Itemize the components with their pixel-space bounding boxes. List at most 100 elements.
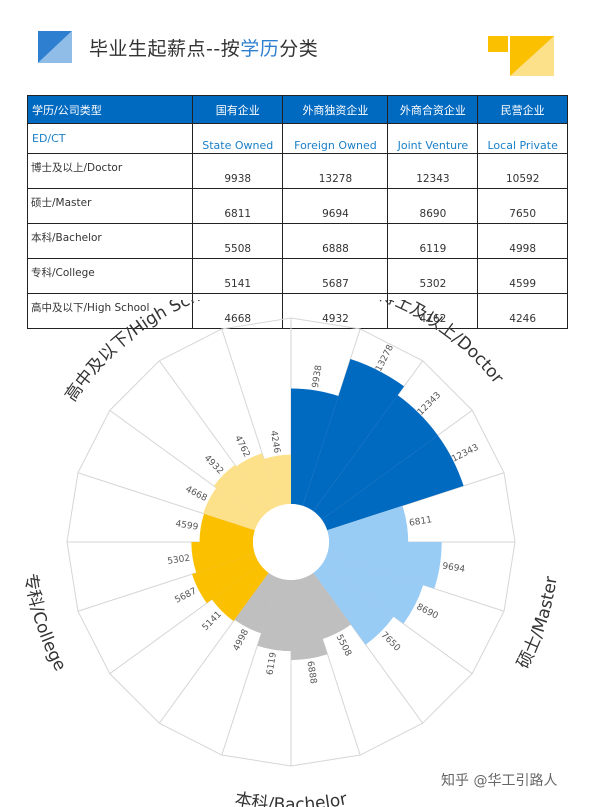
title-highlight: 学历 xyxy=(240,38,280,60)
table-row: 本科/Bachelor 5508 6888 6119 4998 xyxy=(27,223,568,259)
data-label: 4998 xyxy=(232,628,251,653)
grid-spoke xyxy=(312,572,424,724)
table-cell: 6119 xyxy=(387,223,479,259)
data-label: 5508 xyxy=(334,633,353,658)
title-prefix: 毕业生起薪点--按 xyxy=(89,38,241,60)
chart-bar xyxy=(291,578,328,661)
group-label: 硕士/Master xyxy=(513,575,561,672)
table-cell: 4998 xyxy=(477,223,568,259)
table-cell: 6888 xyxy=(282,223,389,259)
chart-bar xyxy=(302,359,405,512)
group-label-text: 博士及以上/Doctor xyxy=(376,300,507,388)
blue-square-logo xyxy=(38,31,72,63)
group-label-text: 本科/Bachelor xyxy=(233,789,349,807)
chart-bar xyxy=(236,453,280,512)
table-cell: 4932 xyxy=(282,293,389,329)
row-label: 硕士/Master xyxy=(27,188,193,224)
chart-bar xyxy=(321,435,464,531)
column-header-cn: 外商独资企业 xyxy=(282,95,389,124)
table-cell: 8690 xyxy=(387,188,479,224)
data-label: 12343 xyxy=(416,390,443,417)
group-label-text: 专科/College xyxy=(20,572,70,674)
data-label: 4668 xyxy=(184,485,209,504)
table-cell: 4762 xyxy=(387,293,479,329)
data-label: 6119 xyxy=(266,651,280,675)
row-label: 博士及以上/Doctor xyxy=(27,153,193,189)
table-header-row: 学历/公司类型 国有企业 外商独资企业 外商合资企业 民营企业 xyxy=(27,95,568,124)
chart-bar xyxy=(302,572,351,640)
table-cell: 4599 xyxy=(477,258,568,294)
data-label: 6811 xyxy=(409,515,433,528)
table-row: 高中及以下/High School 4668 4932 4762 4246 xyxy=(27,293,568,329)
table-cell: 5508 xyxy=(191,223,284,259)
data-label: 9938 xyxy=(311,364,325,388)
column-header-en: Joint Venture xyxy=(387,123,479,154)
table-cell: 9694 xyxy=(282,188,389,224)
chart-bar xyxy=(191,553,261,604)
group-label: 博士及以上/Doctor xyxy=(376,300,507,388)
data-label: 4599 xyxy=(175,519,199,533)
table-cell: 9938 xyxy=(191,153,284,189)
group-label: 高中及以下/High School xyxy=(61,300,226,405)
column-header-en: Local Private xyxy=(477,123,568,154)
corner-sub-label: ED/CT xyxy=(27,123,193,154)
chart-bar xyxy=(264,454,291,506)
table-cell: 5302 xyxy=(387,258,479,294)
table-row: 硕士/Master 6811 9694 8690 7650 xyxy=(27,188,568,224)
table-cell: 4246 xyxy=(477,293,568,329)
chart-bar xyxy=(234,572,280,634)
chart-bar xyxy=(327,505,409,542)
table-cell: 5141 xyxy=(191,258,284,294)
chart-bar xyxy=(191,542,255,573)
chart-bar xyxy=(203,487,261,531)
yellow-squares-logo xyxy=(488,36,554,76)
table-row: 博士及以上/Doctor 9938 13278 12343 10592 xyxy=(27,153,568,189)
column-header-cn: 民营企业 xyxy=(477,95,568,124)
column-header-en: Foreign Owned xyxy=(282,123,389,154)
chart-bar xyxy=(291,388,339,506)
chart-bar xyxy=(213,464,269,520)
row-label: 专科/College xyxy=(27,258,193,294)
chart-bar xyxy=(327,542,442,589)
chart-bar xyxy=(211,564,269,622)
column-header-en: State Owned xyxy=(191,123,284,154)
row-label: 本科/Bachelor xyxy=(27,223,193,259)
corner-label: 学历/公司类型 xyxy=(27,95,193,124)
page-title: 毕业生起薪点--按学历分类 xyxy=(89,34,318,61)
row-label: 高中及以下/High School xyxy=(27,293,193,329)
polar-bar-chart: 9938 13278 12343 12343 6811 9694 8690 7650 5508 6… xyxy=(20,300,562,807)
title-suffix: 分类 xyxy=(279,38,319,60)
data-label: 6888 xyxy=(304,660,318,684)
data-label: 4246 xyxy=(268,430,282,454)
data-label: 4762 xyxy=(232,434,251,459)
table-cell: 13278 xyxy=(282,153,389,189)
chart-bar xyxy=(321,553,424,624)
table-cell: 12343 xyxy=(387,153,479,189)
salary-table: 学历/公司类型 国有企业 外商独资企业 外商合资企业 民营企业 ED/CT St… xyxy=(27,95,568,329)
chart-bar xyxy=(199,513,255,542)
data-label: 7650 xyxy=(379,630,402,653)
data-label: 5302 xyxy=(167,554,191,567)
title-area: 毕业生起薪点--按学历分类 xyxy=(0,0,593,90)
group-label-text: 硕士/Master xyxy=(513,575,561,672)
chart-bar xyxy=(313,395,438,520)
group-label-text: 高中及以下/High School xyxy=(61,300,226,405)
inner-hole xyxy=(253,504,329,580)
watermark: 知乎 @华工引路人 xyxy=(441,773,558,789)
table-subheader-row: ED/CT State Owned Foreign Owned Joint Ve… xyxy=(27,123,568,154)
chart-bar xyxy=(257,578,291,652)
data-label: 5687 xyxy=(174,586,199,605)
data-label: 9694 xyxy=(441,562,465,576)
table-row: 专科/College 5141 5687 5302 4599 xyxy=(27,258,568,294)
column-header-cn: 外商合资企业 xyxy=(387,95,479,124)
table-cell: 6811 xyxy=(191,188,284,224)
data-label: 5141 xyxy=(201,610,224,633)
group-label: 本科/Bachelor xyxy=(233,789,349,807)
table-cell: 5687 xyxy=(282,258,389,294)
data-label: 12343 xyxy=(450,443,480,465)
table-cell: 4668 xyxy=(191,293,284,329)
table-cell: 10592 xyxy=(477,153,568,189)
column-header-cn: 国有企业 xyxy=(191,95,284,124)
table-cell: 7650 xyxy=(477,188,568,224)
data-label: 13278 xyxy=(374,343,396,373)
